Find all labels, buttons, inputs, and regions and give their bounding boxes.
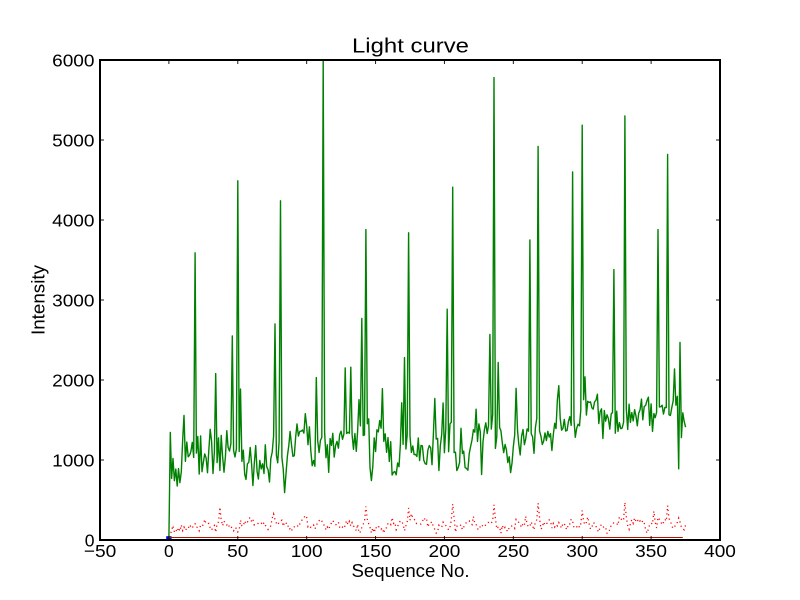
svg-text:4000: 4000 [52, 211, 95, 231]
svg-text:2000: 2000 [52, 371, 95, 391]
svg-text:400: 400 [704, 541, 736, 561]
svg-text:50: 50 [227, 541, 248, 561]
svg-text:150: 150 [360, 541, 392, 561]
svg-text:1000: 1000 [52, 451, 95, 471]
svg-text:Intensity: Intensity [29, 265, 49, 335]
svg-text:100: 100 [291, 541, 323, 561]
svg-text:6000: 6000 [52, 51, 95, 71]
svg-text:300: 300 [566, 541, 598, 561]
svg-text:Sequence No.: Sequence No. [352, 561, 470, 581]
svg-text:250: 250 [497, 541, 529, 561]
svg-text:−50: −50 [84, 541, 117, 561]
svg-text:3000: 3000 [52, 291, 95, 311]
svg-text:0: 0 [85, 531, 95, 551]
svg-text:Light curve: Light curve [352, 36, 469, 58]
svg-text:350: 350 [635, 541, 667, 561]
svg-text:200: 200 [429, 541, 461, 561]
svg-text:0: 0 [164, 541, 174, 561]
svg-text:5000: 5000 [52, 131, 95, 151]
